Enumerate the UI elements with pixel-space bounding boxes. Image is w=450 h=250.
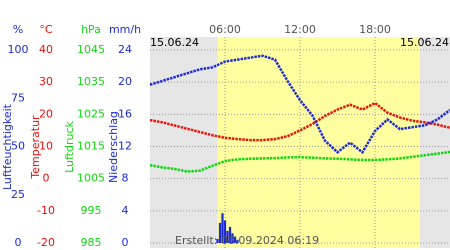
y-tick-label: 1025	[77, 107, 105, 120]
precipitation-bar	[228, 226, 232, 243]
axis-unit: hPa	[81, 23, 101, 36]
precipitation-bar	[233, 236, 237, 243]
y-tick-label: 100	[8, 43, 29, 56]
y-tick-label: 8	[122, 172, 129, 185]
precipitation-bar	[216, 238, 219, 243]
axis-title: Luftfeuchtigkeit	[1, 103, 14, 190]
axis-title: Luftdruck	[63, 120, 76, 172]
y-tick-label: 985	[81, 236, 102, 249]
precipitation-bar	[231, 233, 234, 243]
precipitation-bar	[221, 213, 224, 243]
y-tick-label: -10	[37, 204, 55, 217]
data-line	[149, 150, 450, 173]
y-tick-label: 4	[122, 204, 129, 217]
axis-title: Niederschlag	[107, 111, 120, 183]
y-tick-label: 0	[15, 236, 22, 249]
y-tick-label: 30	[39, 75, 53, 88]
y-tick-label: 25	[11, 188, 25, 201]
y-tick-label: 24	[118, 43, 132, 56]
y-tick-label: -20	[37, 236, 55, 249]
data-line	[149, 101, 450, 142]
daylight-band	[217, 37, 420, 248]
x-tick-label: 18:00	[359, 23, 391, 36]
axis-unit: °C	[39, 23, 53, 36]
precipitation-bar	[223, 220, 227, 243]
date-label: 15.06.24	[150, 36, 199, 49]
y-tick-label: 20	[118, 75, 132, 88]
y-tick-label: 50	[11, 140, 25, 153]
axis-title: Temperatur	[29, 115, 42, 180]
precipitation-bar	[236, 239, 239, 243]
y-tick-label: 75	[11, 91, 25, 104]
y-tick-label: 0	[43, 172, 50, 185]
y-tick-label: 12	[118, 140, 132, 153]
created-note: Erstellt: 08.09.2024 06:19	[175, 234, 319, 247]
y-tick-label: 40	[39, 43, 53, 56]
x-tick-label: 06:00	[209, 23, 241, 36]
x-tick-label: 12:00	[284, 23, 316, 36]
y-tick-label: 10	[39, 140, 53, 153]
axis-unit: %	[13, 23, 23, 36]
y-tick-label: 1015	[77, 140, 105, 153]
y-tick-label: 995	[81, 204, 102, 217]
precipitation-bar	[218, 222, 222, 243]
y-tick-label: 1035	[77, 75, 105, 88]
y-tick-label: 0	[122, 236, 129, 249]
axis-unit: mm/h	[109, 23, 141, 36]
y-tick-label: 16	[118, 107, 132, 120]
data-line	[149, 54, 450, 155]
y-tick-label: 1005	[77, 172, 105, 185]
precipitation-bar	[226, 230, 229, 243]
y-tick-label: 20	[39, 107, 53, 120]
y-tick-label: 1045	[77, 43, 105, 56]
date-label: 15.06.24	[400, 36, 449, 49]
